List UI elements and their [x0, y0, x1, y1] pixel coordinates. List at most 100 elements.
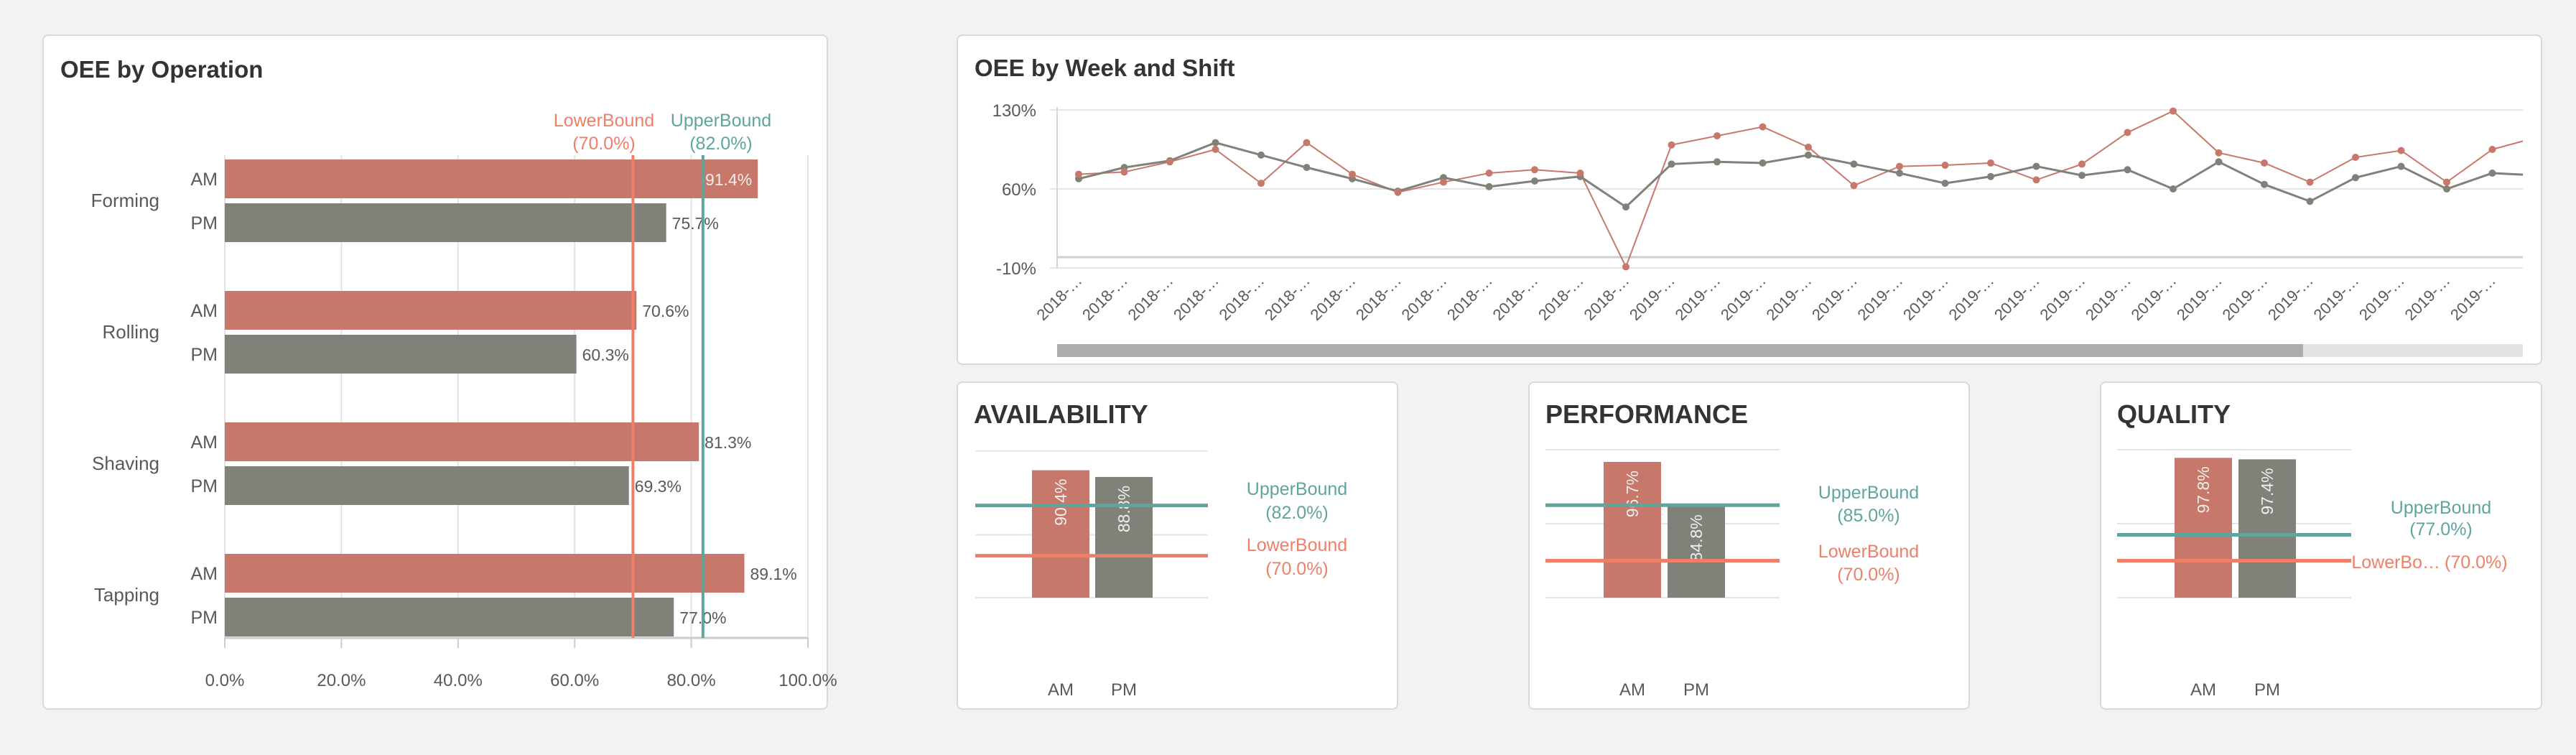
bar-value-label: 97.8%	[2194, 466, 2213, 513]
point-pm	[1805, 151, 1812, 159]
x-tick-label: 2018-…	[1489, 272, 1542, 324]
point-pm	[1759, 159, 1767, 167]
x-tick-label: 2018-…	[1079, 272, 1131, 324]
lower-bound-name: LowerBound	[1818, 542, 1919, 562]
x-tick-label: 2019-…	[1763, 272, 1815, 324]
x-tick-label: 2019-…	[2401, 272, 2454, 324]
availability-card	[957, 381, 1398, 710]
category-label: AM	[2190, 680, 2216, 700]
performance-title: PERFORMANCE	[1545, 399, 1749, 429]
point-am	[1257, 180, 1265, 187]
bar-pm	[1668, 506, 1725, 598]
bar-shaving-pm	[225, 466, 629, 505]
point-am	[1941, 162, 1949, 169]
x-tick-label: 2019-…	[1854, 272, 1907, 324]
category-label: PM	[1111, 680, 1137, 700]
x-tick-label: 2019-…	[1672, 272, 1724, 324]
y-tick-label: 130%	[992, 101, 1036, 121]
point-am	[1166, 158, 1173, 166]
point-am	[1759, 123, 1767, 131]
point-pm	[2215, 158, 2223, 166]
point-am	[2170, 107, 2177, 115]
category-label: PM	[2254, 680, 2280, 700]
reference-line-name: LowerBound	[554, 111, 654, 131]
oee-by-week-title: OEE by Week and Shift	[975, 55, 1235, 81]
point-am	[2078, 160, 2086, 168]
bar-value-label: 70.6%	[642, 302, 689, 320]
y-tick-label: 60%	[1002, 180, 1036, 200]
bar-tapping-am	[225, 554, 745, 593]
shift-label: AM	[191, 301, 218, 321]
x-tick-label: 2019-…	[2128, 272, 2180, 324]
shift-label: AM	[191, 170, 218, 190]
point-pm	[1212, 139, 1219, 147]
point-pm	[1622, 203, 1629, 211]
point-pm	[2078, 172, 2086, 180]
category-label: AM	[1048, 680, 1074, 700]
x-tick-label: 20.0%	[317, 671, 366, 690]
bar-shaving-am	[225, 422, 699, 461]
x-tick-label: 2019-…	[2447, 272, 2499, 324]
bar-value-label: 91.4%	[705, 170, 752, 189]
bar-forming-pm	[225, 203, 666, 242]
x-tick-label: 2018-…	[1398, 272, 1451, 324]
shift-label: PM	[191, 213, 218, 233]
point-am	[1349, 170, 1356, 178]
point-am	[1303, 139, 1311, 147]
shift-label: PM	[191, 608, 218, 628]
point-pm	[2534, 172, 2542, 179]
bar-value-label: 84.8%	[1687, 514, 1706, 561]
bar-value-label: 89.1%	[750, 565, 796, 583]
x-tick-label: 2018-…	[1581, 272, 1633, 324]
point-am	[2032, 176, 2040, 184]
point-am	[2215, 149, 2223, 157]
scrollbar-thumb[interactable]	[1057, 344, 2303, 357]
shift-label: PM	[191, 476, 218, 496]
point-pm	[1896, 170, 1903, 177]
x-tick-label: 2019-…	[1945, 272, 1998, 324]
reference-line-value: (82.0%)	[689, 134, 753, 154]
quality-card	[2100, 381, 2542, 710]
x-tick-label: 2018-…	[1535, 272, 1587, 324]
upper-bound-name: UpperBound	[2391, 498, 2491, 518]
x-tick-label: 80.0%	[667, 671, 716, 690]
point-pm	[2261, 180, 2268, 188]
x-tick-label: 2019-…	[2082, 272, 2134, 324]
x-tick-label: 2018-…	[1352, 272, 1405, 324]
bar-rolling-am	[225, 291, 637, 330]
bar-forming-am	[225, 159, 758, 198]
point-am	[1668, 141, 1675, 149]
line-series-group	[1075, 107, 2542, 271]
point-pm	[1531, 177, 1538, 185]
point-pm	[2032, 162, 2040, 170]
point-am	[1075, 170, 1082, 178]
x-tick-label: 2019-…	[1808, 272, 1861, 324]
bar-value-label: 90.4%	[1051, 479, 1070, 526]
lower-bound-value: (70.0%)	[1837, 565, 1900, 585]
category-label: PM	[1683, 680, 1709, 700]
x-tick-label: 40.0%	[434, 671, 483, 690]
point-pm	[2124, 166, 2131, 174]
x-tick-label: 2019-…	[1991, 272, 2043, 324]
quality-title: QUALITY	[2117, 399, 2231, 429]
bar-rolling-pm	[225, 335, 577, 374]
x-tick-label: 2019-…	[1900, 272, 1952, 324]
x-tick-label: 2019-…	[2356, 272, 2408, 324]
x-tick-label: 2018-…	[1443, 272, 1496, 324]
shift-label: AM	[191, 432, 218, 453]
bar-value-label: 97.4%	[2258, 468, 2277, 514]
x-tick-label: 2018-…	[1307, 272, 1359, 324]
point-am	[2306, 178, 2314, 186]
bar-value-label: 96.7%	[1623, 471, 1642, 517]
lower-bound-name: LowerBound	[1247, 535, 1347, 555]
point-am	[1212, 146, 1219, 153]
bar-value-label: 81.3%	[705, 433, 751, 452]
point-pm	[1668, 160, 1675, 168]
point-am	[2352, 154, 2359, 161]
point-pm	[1987, 172, 1994, 180]
category-label: Shaving	[92, 453, 159, 474]
upper-bound-value: (82.0%)	[1265, 503, 1329, 523]
point-am	[2124, 129, 2131, 136]
oee-by-operation-title: OEE by Operation	[60, 56, 264, 83]
